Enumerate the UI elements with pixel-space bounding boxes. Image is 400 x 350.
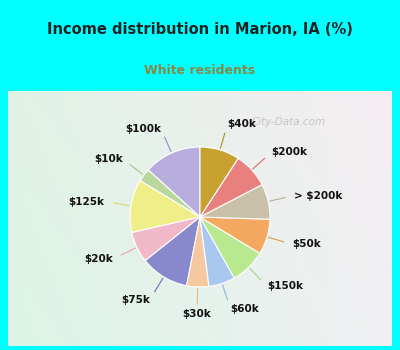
- Wedge shape: [148, 147, 200, 217]
- Wedge shape: [140, 170, 200, 217]
- Text: $150k: $150k: [267, 281, 303, 292]
- Text: $100k: $100k: [125, 124, 161, 134]
- Text: $10k: $10k: [94, 154, 122, 164]
- Text: City-Data.com: City-Data.com: [251, 117, 325, 127]
- Text: $30k: $30k: [182, 309, 211, 318]
- Wedge shape: [132, 217, 200, 261]
- Wedge shape: [200, 184, 270, 219]
- Text: $125k: $125k: [69, 197, 105, 206]
- Text: White residents: White residents: [144, 64, 256, 77]
- Wedge shape: [200, 147, 238, 217]
- Text: > $200k: > $200k: [294, 190, 342, 201]
- Text: $20k: $20k: [84, 254, 113, 264]
- Text: $60k: $60k: [230, 304, 259, 314]
- Text: $200k: $200k: [272, 147, 308, 157]
- Text: $75k: $75k: [121, 295, 150, 304]
- Wedge shape: [145, 217, 200, 286]
- Wedge shape: [187, 217, 209, 287]
- Text: $50k: $50k: [293, 239, 321, 250]
- Wedge shape: [200, 158, 262, 217]
- Text: $40k: $40k: [228, 119, 256, 130]
- Wedge shape: [130, 181, 200, 233]
- Wedge shape: [200, 217, 260, 278]
- Wedge shape: [200, 217, 234, 286]
- Wedge shape: [200, 217, 270, 253]
- Text: Income distribution in Marion, IA (%): Income distribution in Marion, IA (%): [47, 22, 353, 37]
